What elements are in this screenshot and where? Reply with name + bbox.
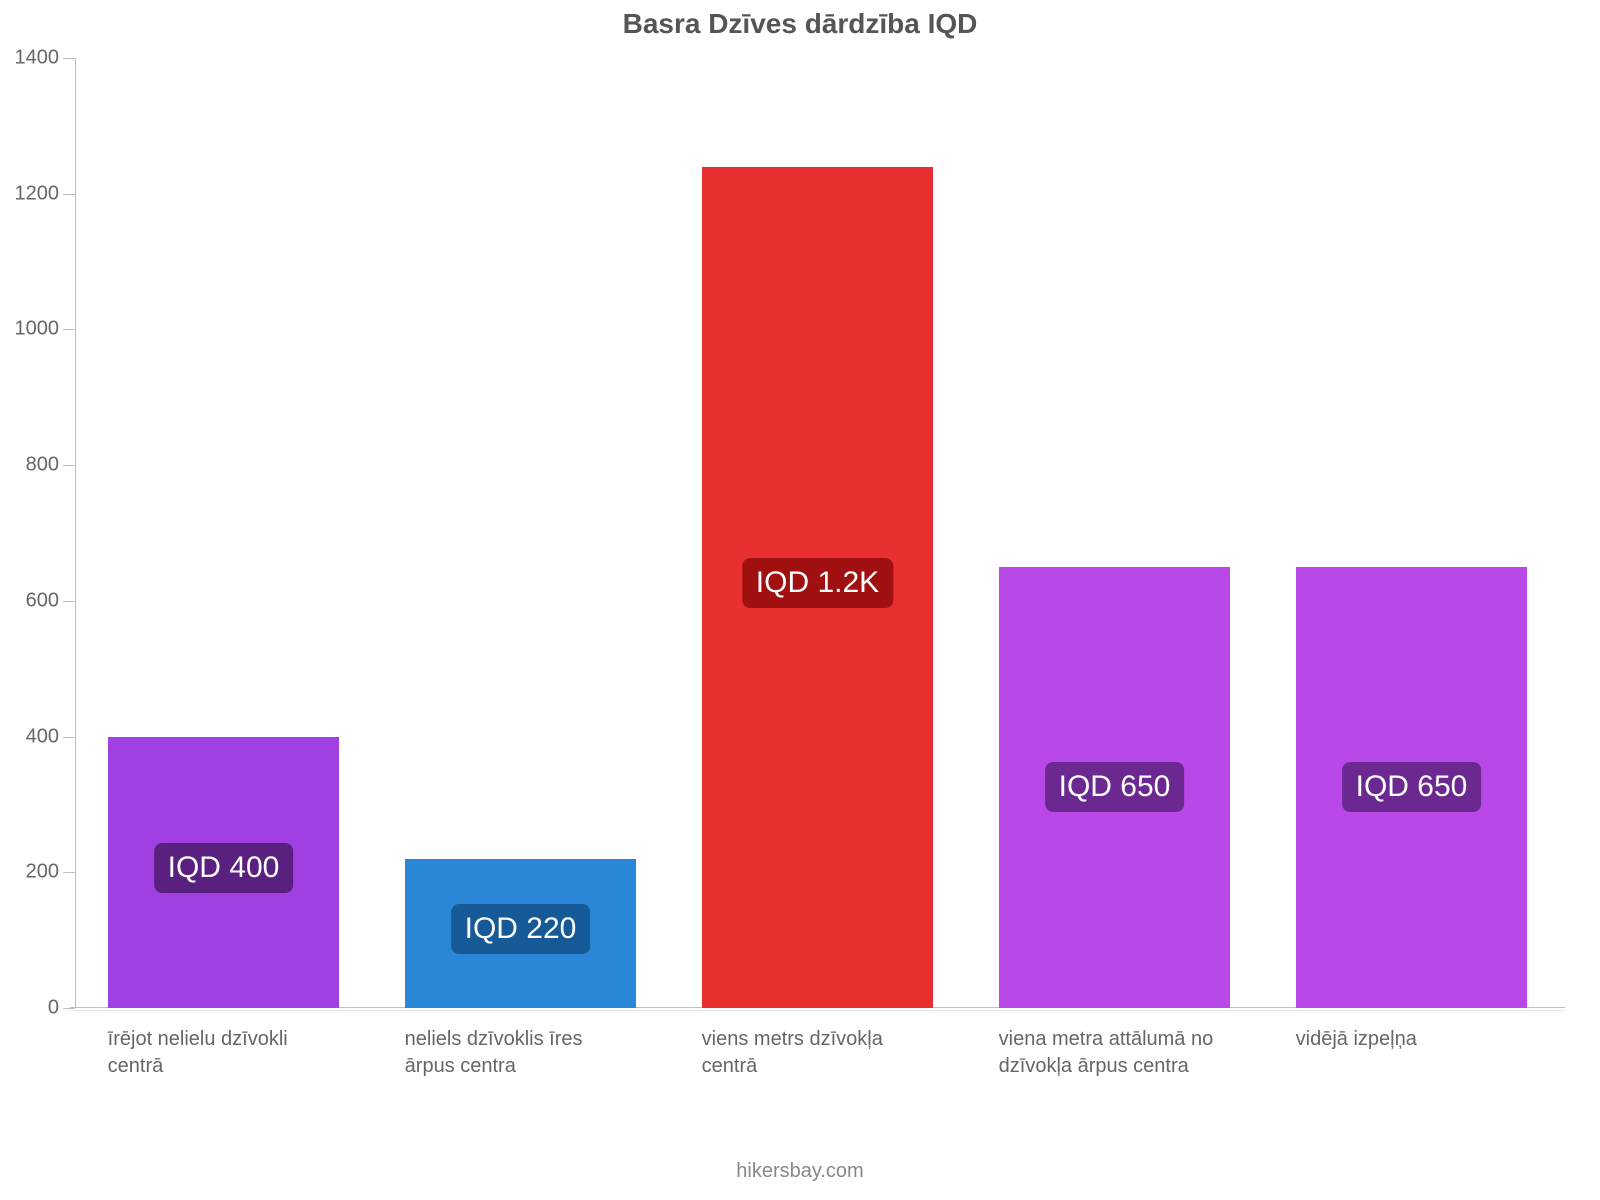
- y-axis-tick-label: 0: [48, 997, 59, 1020]
- y-axis-tick-label: 1200: [15, 182, 60, 205]
- plot-area: 0200400600800100012001400IQD 400īrējot n…: [75, 58, 1560, 1008]
- x-axis-tick-label: viens metrs dzīvokļa centrā: [702, 1026, 932, 1080]
- bar-value-label: IQD 650: [1045, 762, 1185, 812]
- y-axis-tick: [63, 872, 75, 873]
- y-axis-tick-label: 400: [26, 725, 59, 748]
- y-axis-tick-label: 600: [26, 589, 59, 612]
- y-axis-tick: [63, 601, 75, 602]
- y-axis-tick-label: 200: [26, 861, 59, 884]
- y-axis-tick-label: 1400: [15, 47, 60, 70]
- footer-credit: hikersbay.com: [0, 1160, 1600, 1183]
- y-axis-tick: [63, 465, 75, 466]
- bar-value-label: IQD 400: [154, 843, 294, 893]
- y-axis-tick: [63, 329, 75, 330]
- bar-value-label: IQD 650: [1342, 762, 1482, 812]
- x-axis-tick-label: neliels dzīvoklis īres ārpus centra: [405, 1026, 635, 1080]
- chart-container: Basra Dzīves dārdzība IQD 02004006008001…: [0, 0, 1600, 1200]
- x-axis-tick-label: īrējot nelielu dzīvokli centrā: [108, 1026, 338, 1080]
- y-axis-tick: [63, 737, 75, 738]
- x-axis-tick-label: vidējā izpeļņa: [1296, 1026, 1526, 1053]
- y-axis-tick-label: 1000: [15, 318, 60, 341]
- y-axis-tick: [63, 194, 75, 195]
- bar-value-label: IQD 1.2K: [742, 558, 893, 608]
- y-axis-tick: [63, 58, 75, 59]
- chart-title: Basra Dzīves dārdzība IQD: [0, 8, 1600, 40]
- y-axis-tick: [63, 1008, 75, 1009]
- x-axis-tick-label: viena metra attālumā no dzīvokļa ārpus c…: [999, 1026, 1229, 1080]
- bar-value-label: IQD 220: [451, 904, 591, 954]
- y-axis-line: [75, 58, 76, 1008]
- y-axis-tick-label: 800: [26, 454, 59, 477]
- x-axis-baseline-shadow: [70, 1010, 1565, 1011]
